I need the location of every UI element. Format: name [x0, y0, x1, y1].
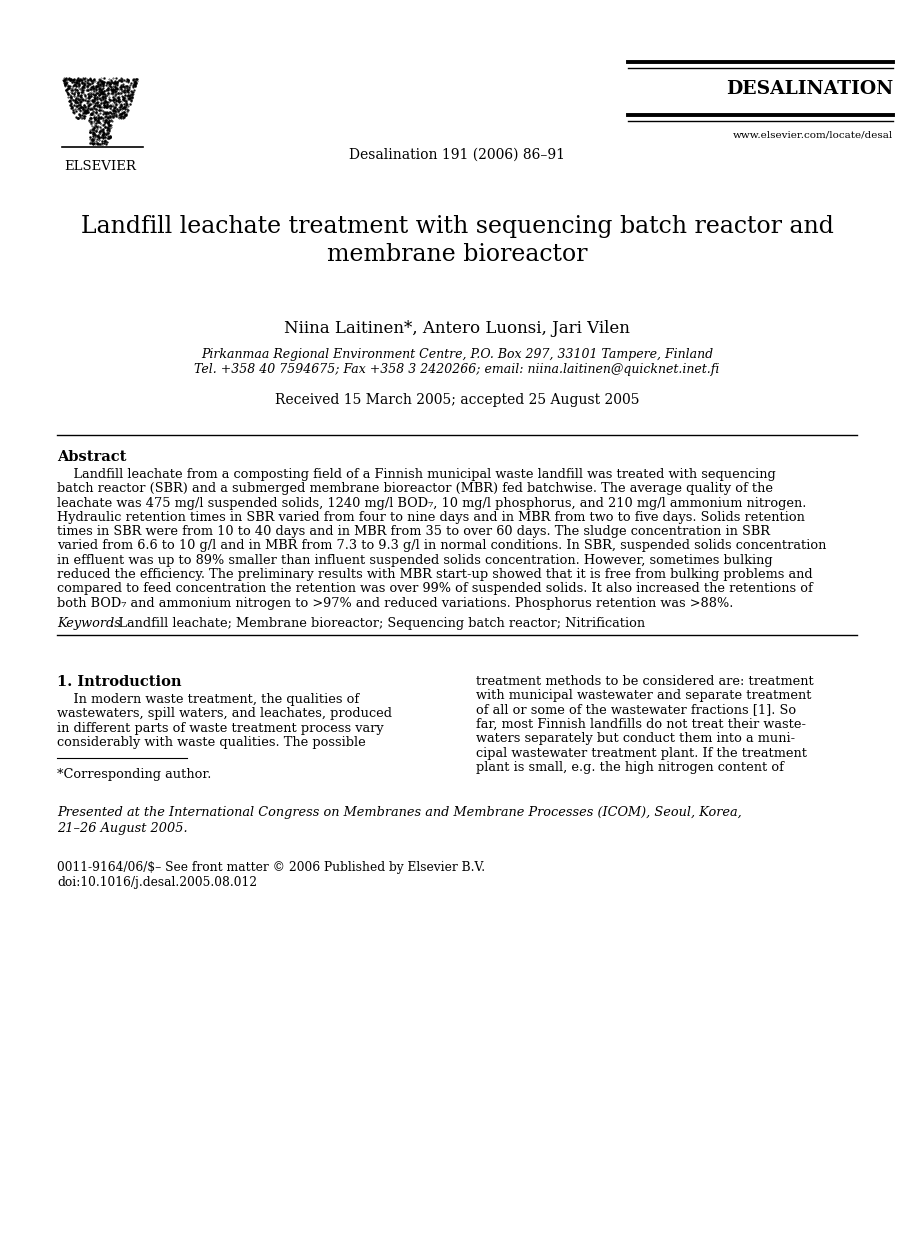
Text: of all or some of the wastewater fractions [1]. So: of all or some of the wastewater fractio… — [476, 703, 796, 717]
Text: Received 15 March 2005; accepted 25 August 2005: Received 15 March 2005; accepted 25 Augu… — [275, 392, 639, 407]
Text: DESALINATION: DESALINATION — [726, 80, 893, 98]
Text: in different parts of waste treatment process vary: in different parts of waste treatment pr… — [57, 722, 384, 734]
Text: treatment methods to be considered are: treatment: treatment methods to be considered are: … — [476, 675, 814, 688]
Text: with municipal wastewater and separate treatment: with municipal wastewater and separate t… — [476, 690, 812, 702]
Text: Pirkanmaa Regional Environment Centre, P.O. Box 297, 33101 Tampere, Finland: Pirkanmaa Regional Environment Centre, P… — [201, 348, 713, 361]
Text: leachate was 475 mg/l suspended solids, 1240 mg/l BOD₇, 10 mg/l phosphorus, and : leachate was 475 mg/l suspended solids, … — [57, 496, 806, 510]
Text: varied from 6.6 to 10 g/l and in MBR from 7.3 to 9.3 g/l in normal conditions. I: varied from 6.6 to 10 g/l and in MBR fro… — [57, 540, 826, 552]
Text: 21–26 August 2005.: 21–26 August 2005. — [57, 822, 188, 836]
Text: batch reactor (SBR) and a submerged membrane bioreactor (MBR) fed batchwise. The: batch reactor (SBR) and a submerged memb… — [57, 483, 773, 495]
Text: Niina Laitinen*, Antero Luonsi, Jari Vilen: Niina Laitinen*, Antero Luonsi, Jari Vil… — [284, 319, 630, 337]
Text: Presented at the International Congress on Membranes and Membrane Processes (ICO: Presented at the International Congress … — [57, 806, 742, 820]
Text: Abstract: Abstract — [57, 449, 126, 464]
Text: Landfill leachate treatment with sequencing batch reactor and: Landfill leachate treatment with sequenc… — [81, 215, 834, 238]
Text: : Landfill leachate; Membrane bioreactor; Sequencing batch reactor; Nitrificatio: : Landfill leachate; Membrane bioreactor… — [110, 617, 645, 630]
Text: wastewaters, spill waters, and leachates, produced: wastewaters, spill waters, and leachates… — [57, 707, 392, 721]
Text: Keywords: Keywords — [57, 617, 121, 630]
Text: doi:10.1016/j.desal.2005.08.012: doi:10.1016/j.desal.2005.08.012 — [57, 877, 257, 889]
Text: considerably with waste qualities. The possible: considerably with waste qualities. The p… — [57, 735, 366, 749]
Text: cipal wastewater treatment plant. If the treatment: cipal wastewater treatment plant. If the… — [476, 747, 807, 759]
Text: 1. Introduction: 1. Introduction — [57, 675, 181, 690]
Text: both BOD₇ and ammonium nitrogen to >97% and reduced variations. Phosphorus reten: both BOD₇ and ammonium nitrogen to >97% … — [57, 597, 734, 609]
Text: Tel. +358 40 7594675; Fax +358 3 2420266; email: niina.laitinen@quicknet.inet.fi: Tel. +358 40 7594675; Fax +358 3 2420266… — [194, 363, 719, 376]
Text: *Corresponding author.: *Corresponding author. — [57, 769, 211, 781]
Text: Hydraulic retention times in SBR varied from four to nine days and in MBR from t: Hydraulic retention times in SBR varied … — [57, 511, 805, 524]
Text: waters separately but conduct them into a muni-: waters separately but conduct them into … — [476, 732, 795, 745]
Text: Landfill leachate from a composting field of a Finnish municipal waste landfill : Landfill leachate from a composting fiel… — [57, 468, 775, 482]
Text: plant is small, e.g. the high nitrogen content of: plant is small, e.g. the high nitrogen c… — [476, 761, 784, 774]
Text: Desalination 191 (2006) 86–91: Desalination 191 (2006) 86–91 — [349, 149, 565, 162]
Text: compared to feed concentration the retention was over 99% of suspended solids. I: compared to feed concentration the reten… — [57, 582, 813, 595]
Text: far, most Finnish landfills do not treat their waste-: far, most Finnish landfills do not treat… — [476, 718, 806, 730]
Text: membrane bioreactor: membrane bioreactor — [327, 243, 587, 266]
Text: www.elsevier.com/locate/desal: www.elsevier.com/locate/desal — [733, 130, 893, 139]
Text: in effluent was up to 89% smaller than influent suspended solids concentration. : in effluent was up to 89% smaller than i… — [57, 553, 773, 567]
Text: In modern waste treatment, the qualities of: In modern waste treatment, the qualities… — [57, 693, 359, 706]
Text: 0011-9164/06/$– See front matter © 2006 Published by Elsevier B.V.: 0011-9164/06/$– See front matter © 2006 … — [57, 862, 485, 874]
Text: reduced the efficiency. The preliminary results with MBR start-up showed that it: reduced the efficiency. The preliminary … — [57, 568, 813, 581]
Text: ELSEVIER: ELSEVIER — [64, 160, 136, 173]
Text: times in SBR were from 10 to 40 days and in MBR from 35 to over 60 days. The slu: times in SBR were from 10 to 40 days and… — [57, 525, 770, 539]
